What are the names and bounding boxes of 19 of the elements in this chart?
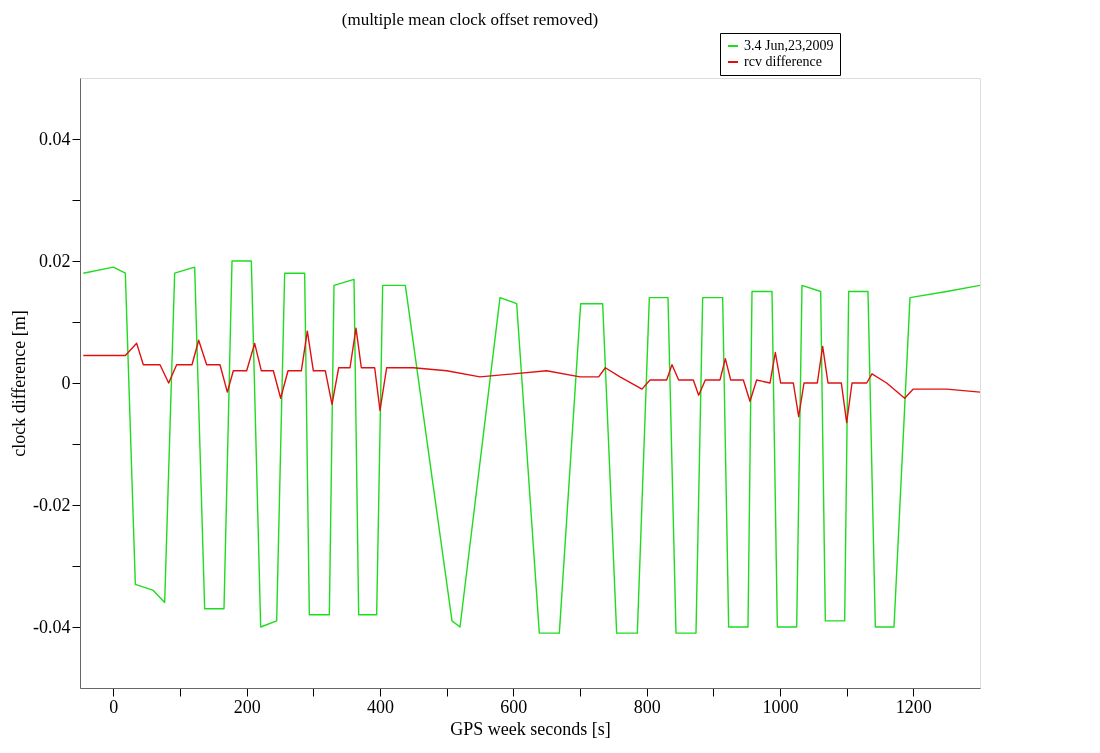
y-tick-label: -0.02: [33, 494, 71, 515]
x-tick-label: 1200: [895, 696, 932, 717]
legend-label: 3.4 Jun,23,2009: [744, 38, 834, 53]
y-tick-label: -0.04: [33, 616, 71, 637]
x-tick-label: 800: [633, 696, 661, 717]
y-tick-label: 0.02: [39, 250, 71, 271]
y-axis-title: clock difference [m]: [9, 310, 30, 457]
x-tick-label: 600: [500, 696, 528, 717]
x-tick-label: 200: [233, 696, 261, 717]
chart-subtitle: (multiple mean clock offset removed): [341, 9, 599, 29]
y-tick-label: 0: [61, 372, 71, 393]
line-series: [82, 260, 981, 634]
x-axis-title: GPS week seconds [s]: [450, 718, 611, 739]
line-series: [82, 327, 981, 424]
x-tick-label: 0: [109, 696, 119, 717]
x-tick-label: 400: [367, 696, 394, 717]
y-tick-label: 0.04: [39, 128, 71, 149]
legend-label: rcv difference: [744, 54, 822, 69]
x-tick-label: 1000: [762, 696, 799, 717]
